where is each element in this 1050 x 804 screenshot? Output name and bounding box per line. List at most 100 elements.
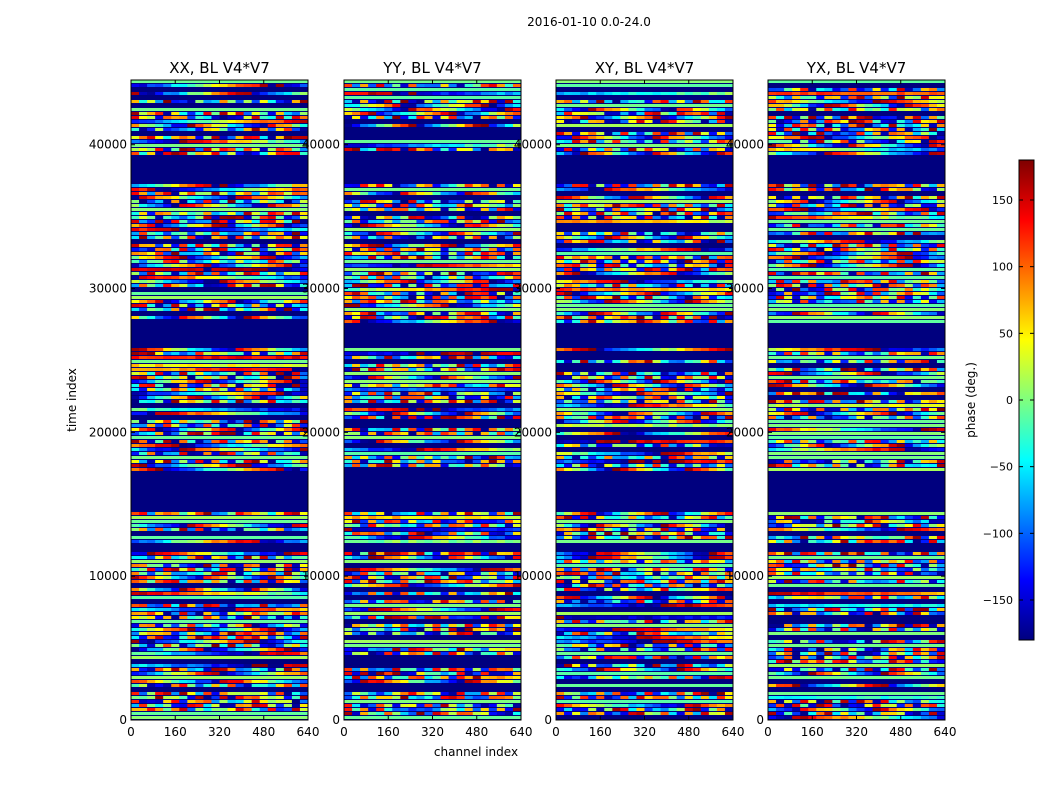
image-cell xyxy=(268,684,277,687)
image-cell xyxy=(416,220,425,223)
image-cell xyxy=(424,668,433,671)
image-cell xyxy=(292,280,301,283)
image-cell xyxy=(701,112,710,115)
image-cell xyxy=(416,416,425,419)
image-cell xyxy=(481,568,490,571)
image-cell xyxy=(284,376,293,379)
image-cell xyxy=(400,264,409,267)
image-cell xyxy=(244,196,253,199)
image-cell xyxy=(408,696,417,699)
image-cell xyxy=(203,604,212,607)
image-band xyxy=(131,560,308,563)
image-cell xyxy=(376,460,385,463)
image-cell xyxy=(228,640,237,643)
image-band xyxy=(131,676,308,679)
image-cell xyxy=(220,636,229,639)
image-cell xyxy=(187,428,196,431)
image-cell xyxy=(276,92,285,95)
image-cell xyxy=(131,700,140,703)
image-cell xyxy=(717,120,726,123)
image-cell xyxy=(465,608,474,611)
image-cell xyxy=(513,584,522,587)
image-cell xyxy=(195,184,204,187)
image-cell xyxy=(556,132,565,135)
image-cell xyxy=(195,128,204,131)
image-cell xyxy=(220,448,229,451)
image-cell xyxy=(384,276,393,279)
image-cell xyxy=(147,228,156,231)
image-cell xyxy=(376,516,385,519)
image-cell xyxy=(268,632,277,635)
image-cell xyxy=(195,452,204,455)
image-cell xyxy=(416,680,425,683)
image-cell xyxy=(392,516,401,519)
image-cell xyxy=(300,348,309,351)
image-cell xyxy=(441,256,450,259)
image-cell xyxy=(449,708,458,711)
image-cell xyxy=(171,128,180,131)
image-cell xyxy=(236,252,245,255)
image-cell xyxy=(131,408,140,411)
image-cell xyxy=(131,452,140,455)
image-cell xyxy=(685,152,694,155)
image-cell xyxy=(155,216,164,219)
image-cell xyxy=(344,704,353,707)
image-cell xyxy=(171,372,180,375)
image-cell xyxy=(211,576,220,579)
image-cell xyxy=(465,584,474,587)
image-cell xyxy=(268,420,277,423)
image-cell xyxy=(489,400,498,403)
image-cell xyxy=(441,624,450,627)
image-cell xyxy=(400,392,409,395)
image-cell xyxy=(661,92,670,95)
image-cell xyxy=(645,232,654,235)
image-cell xyxy=(203,664,212,667)
image-cell xyxy=(368,416,377,419)
image-cell xyxy=(473,460,482,463)
image-cell xyxy=(384,252,393,255)
image-cell xyxy=(139,308,148,311)
image-cell xyxy=(344,696,353,699)
image-cell xyxy=(244,248,253,251)
image-cell xyxy=(236,224,245,227)
image-cell xyxy=(620,92,629,95)
image-cell xyxy=(260,204,269,207)
image-cell xyxy=(139,576,148,579)
image-cell xyxy=(725,248,734,251)
image-cell xyxy=(384,368,393,371)
image-cell xyxy=(252,216,261,219)
image-cell xyxy=(661,152,670,155)
image-cell xyxy=(203,236,212,239)
image-cell xyxy=(195,708,204,711)
image-cell xyxy=(228,376,237,379)
image-cell xyxy=(260,428,269,431)
image-cell xyxy=(344,116,353,119)
image-cell xyxy=(424,712,433,715)
image-cell xyxy=(352,520,361,523)
image-cell xyxy=(384,628,393,631)
image-cell xyxy=(368,376,377,379)
image-cell xyxy=(211,512,220,515)
image-cell xyxy=(179,256,188,259)
image-cell xyxy=(252,232,261,235)
image-cell xyxy=(163,400,172,403)
image-cell xyxy=(139,92,148,95)
image-cell xyxy=(179,464,188,467)
image-cell xyxy=(139,304,148,307)
image-cell xyxy=(661,236,670,239)
image-cell xyxy=(376,288,385,291)
image-cell xyxy=(392,556,401,559)
image-cell xyxy=(489,392,498,395)
image-cell xyxy=(139,400,148,403)
image-cell xyxy=(155,368,164,371)
image-cell xyxy=(187,652,196,655)
image-cell xyxy=(344,252,353,255)
image-cell xyxy=(677,264,686,267)
image-cell xyxy=(457,696,466,699)
image-cell xyxy=(211,248,220,251)
image-cell xyxy=(236,452,245,455)
image-cell xyxy=(580,284,589,287)
image-cell xyxy=(155,592,164,595)
image-cell xyxy=(400,352,409,355)
image-cell xyxy=(636,184,645,187)
